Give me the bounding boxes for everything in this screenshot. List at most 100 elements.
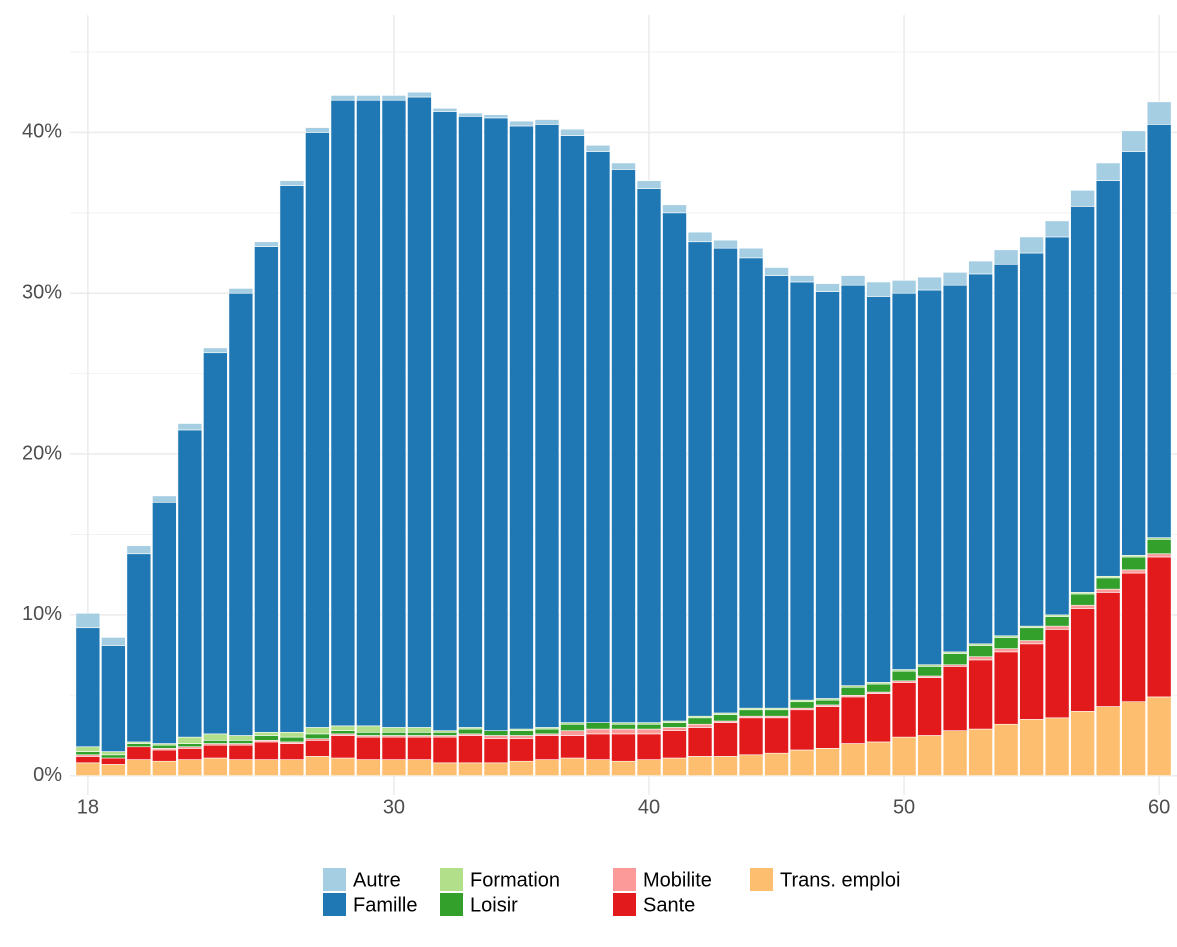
bar-segment bbox=[1044, 717, 1070, 777]
bar-segment bbox=[1070, 593, 1095, 606]
legend-label: Trans. emploi bbox=[780, 869, 900, 891]
bar-segment bbox=[789, 281, 815, 701]
bar-segment bbox=[381, 95, 407, 101]
bar-segment bbox=[636, 188, 662, 723]
bar-segment bbox=[534, 119, 560, 125]
bar-segment bbox=[177, 759, 203, 777]
bar-segment bbox=[866, 741, 891, 777]
bar-segment bbox=[330, 725, 356, 731]
bar-segment bbox=[101, 645, 126, 752]
bar-segment bbox=[942, 653, 968, 666]
bar-segment bbox=[815, 706, 840, 749]
bar-segment bbox=[152, 501, 177, 744]
bar-segment bbox=[534, 759, 560, 777]
bar-segment bbox=[75, 627, 101, 748]
bar-segment bbox=[942, 666, 968, 731]
bar-segment bbox=[662, 204, 687, 214]
bar-segment bbox=[1121, 569, 1146, 574]
bar-segment bbox=[1095, 592, 1121, 707]
bar-segment bbox=[101, 751, 126, 756]
legend-label: Autre bbox=[353, 869, 401, 891]
bar-segment bbox=[993, 648, 1019, 653]
bar-segment bbox=[279, 185, 305, 733]
bar-segment bbox=[177, 429, 203, 738]
bar-segment bbox=[815, 699, 840, 706]
bar-segment bbox=[662, 730, 687, 759]
bar-segment bbox=[483, 735, 509, 740]
bar-segment bbox=[917, 276, 942, 291]
y-tick-label: 20% bbox=[22, 442, 62, 464]
bar-segment bbox=[611, 733, 636, 762]
bar-segment bbox=[1044, 236, 1070, 616]
bar-segment bbox=[993, 263, 1019, 637]
bar-segment bbox=[305, 727, 330, 735]
y-tick-label: 0% bbox=[33, 764, 62, 786]
bar-segment bbox=[636, 723, 662, 730]
bar-segment bbox=[968, 728, 993, 777]
bar-segment bbox=[330, 99, 356, 727]
bar-segment bbox=[891, 280, 917, 294]
bar-segment bbox=[738, 257, 764, 709]
bar-segment bbox=[687, 231, 713, 243]
bar-segment bbox=[1019, 643, 1044, 720]
bar-segment bbox=[1019, 236, 1044, 254]
bar-segment bbox=[1095, 588, 1121, 593]
bar-segment bbox=[152, 749, 177, 762]
bar-segment bbox=[942, 730, 968, 777]
bar-segment bbox=[1044, 220, 1070, 238]
bar-segment bbox=[305, 127, 330, 133]
bar-segment bbox=[636, 733, 662, 760]
legend-key bbox=[440, 868, 463, 891]
x-tick-label: 40 bbox=[638, 796, 660, 818]
bar-segment bbox=[101, 754, 126, 759]
bar-segment bbox=[585, 722, 611, 730]
bar-segment bbox=[203, 744, 228, 759]
legend-key bbox=[613, 893, 636, 916]
legend-key bbox=[750, 868, 773, 891]
bar-segment bbox=[764, 717, 789, 754]
bar-segment bbox=[968, 645, 993, 657]
bar-segment bbox=[993, 723, 1019, 777]
legend-label: Loisir bbox=[470, 894, 518, 916]
legend-key bbox=[613, 868, 636, 891]
bar-segment bbox=[432, 731, 458, 736]
bar-segment bbox=[713, 239, 738, 249]
bar-segment bbox=[585, 728, 611, 735]
legend-label: Mobilite bbox=[643, 869, 712, 891]
bar-segment bbox=[356, 731, 381, 736]
bar-segment bbox=[407, 731, 432, 736]
bar-segment bbox=[126, 553, 152, 743]
bar-segment bbox=[1146, 556, 1172, 698]
bar-segment bbox=[713, 714, 738, 722]
bar-segment bbox=[458, 728, 483, 735]
bar-segment bbox=[1019, 252, 1044, 627]
bar-segment bbox=[1019, 719, 1044, 777]
bar-segment bbox=[815, 748, 840, 777]
bar-segment bbox=[381, 99, 407, 728]
bar-segment bbox=[254, 735, 279, 741]
bar-segment bbox=[585, 144, 611, 153]
bar-segment bbox=[279, 731, 305, 738]
bar-segment bbox=[228, 292, 254, 736]
bar-segment bbox=[177, 743, 203, 748]
bar-segment bbox=[356, 95, 381, 101]
bar-segment bbox=[279, 759, 305, 777]
bar-segment bbox=[662, 212, 687, 722]
bar-segment bbox=[407, 736, 432, 760]
bar-segment bbox=[891, 682, 917, 738]
bar-segment bbox=[636, 759, 662, 777]
bar-segment bbox=[866, 281, 891, 297]
bar-segment bbox=[330, 735, 356, 759]
bar-segment bbox=[764, 275, 789, 709]
bar-segment bbox=[815, 291, 840, 699]
bar-segment bbox=[381, 727, 407, 733]
bar-segment bbox=[687, 756, 713, 777]
bar-segment bbox=[483, 730, 509, 736]
x-tick-label: 60 bbox=[1148, 796, 1170, 818]
bar-segment bbox=[534, 735, 560, 760]
bar-segment bbox=[713, 756, 738, 777]
bar-segment bbox=[458, 112, 483, 117]
bar-segment bbox=[432, 736, 458, 764]
bar-segment bbox=[585, 151, 611, 723]
bar-segment bbox=[101, 764, 126, 777]
